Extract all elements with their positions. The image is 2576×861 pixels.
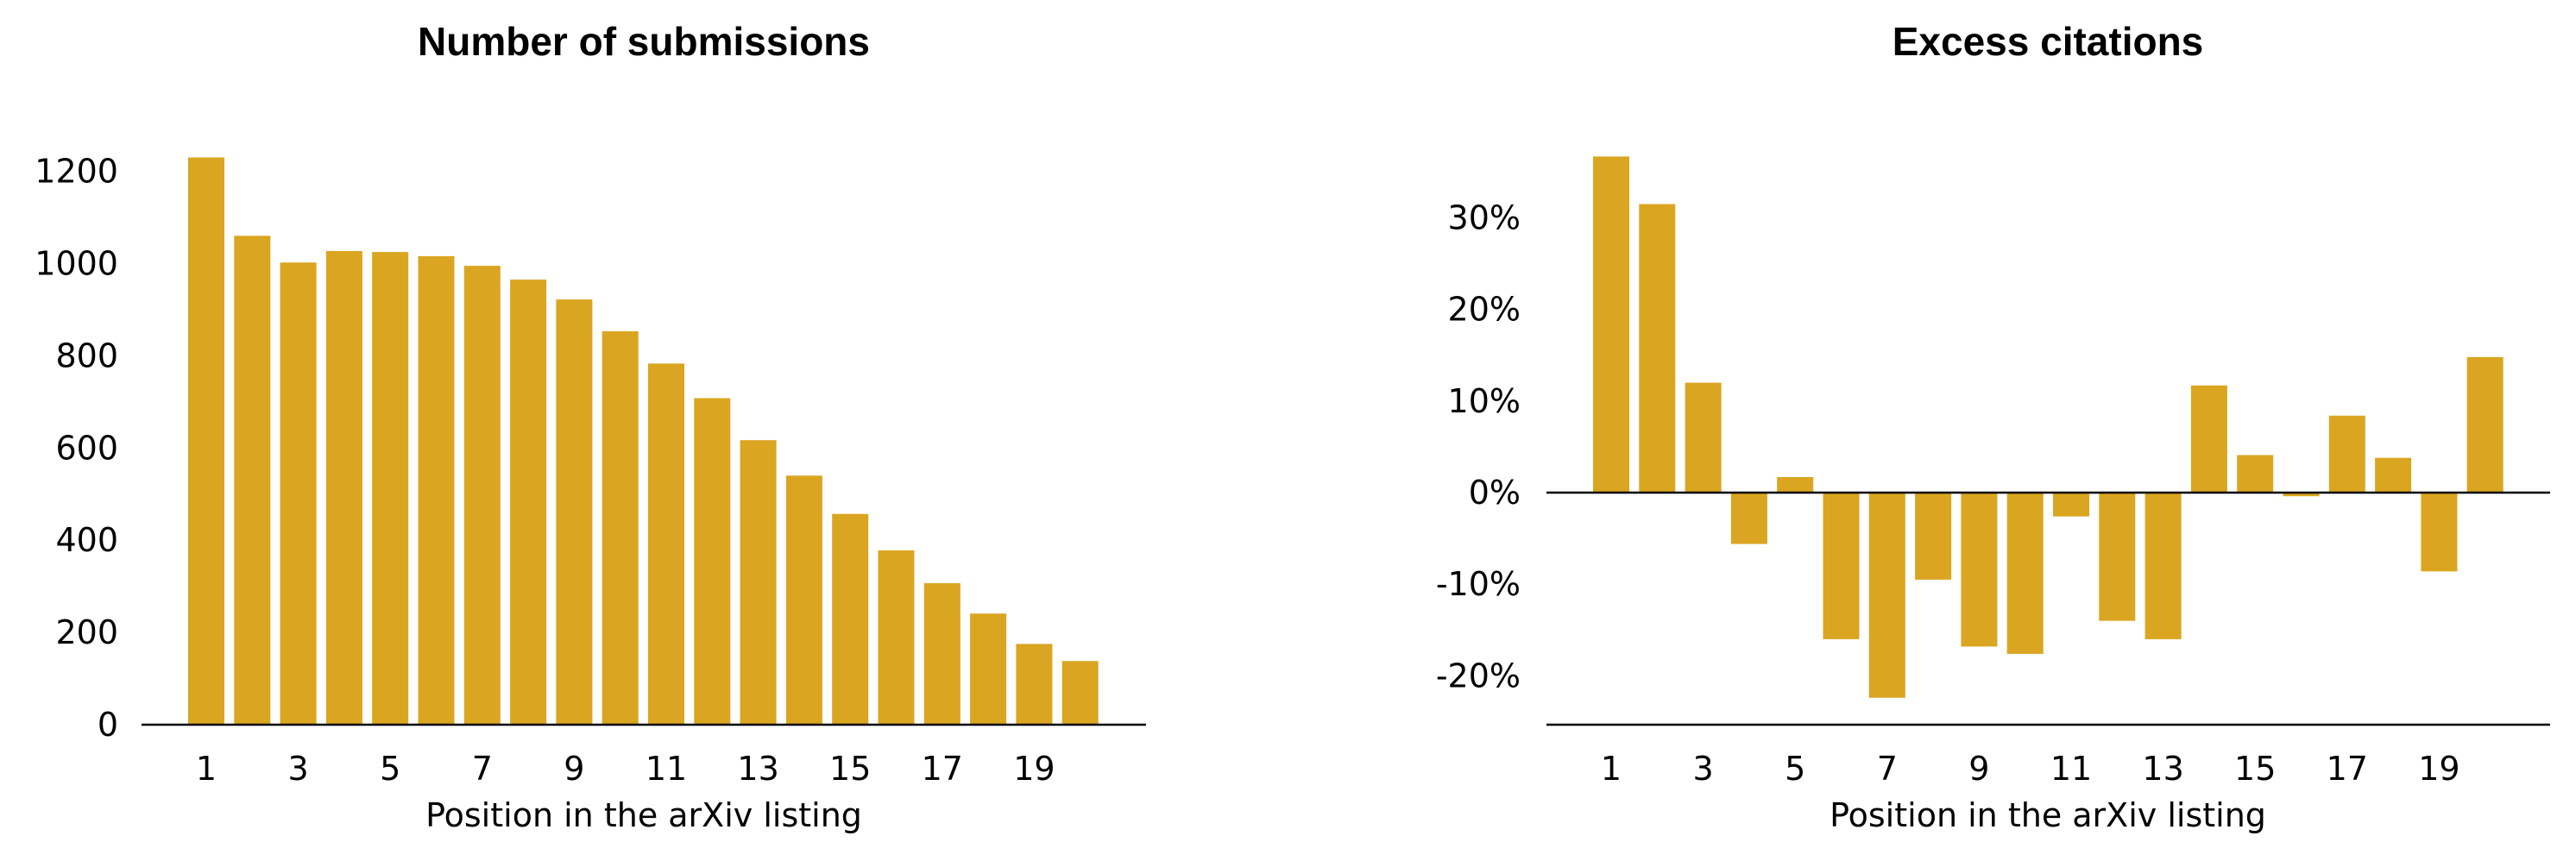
- y-tick-label: 1200: [35, 153, 118, 191]
- x-tick-label: 3: [288, 750, 309, 788]
- submissions-chart: Number of submissions 0 200 400 600 800 1000 1…: [35, 19, 1146, 834]
- bar-6: [418, 255, 455, 725]
- x-tick-label: 13: [2142, 750, 2183, 788]
- x-tick-label: 1: [196, 750, 217, 788]
- bar-2: [1639, 204, 1676, 493]
- bar-8: [510, 280, 547, 726]
- x-tick-label: 17: [922, 750, 963, 788]
- x-axis-label: Position in the arXiv listing: [1830, 796, 2266, 834]
- x-tick-label: 9: [564, 750, 584, 788]
- bar-6: [1823, 493, 1860, 639]
- y-tick-label: 600: [55, 429, 118, 467]
- x-tick-label: 19: [1013, 750, 1055, 788]
- x-axis-label: Position in the arXiv listing: [425, 796, 862, 834]
- bar-11: [2053, 493, 2089, 517]
- bar-3: [280, 262, 317, 725]
- y-tick-label: -20%: [1436, 657, 1521, 694]
- x-tick-label: 5: [380, 750, 400, 788]
- bars: [1593, 156, 2504, 698]
- y-tick-labels: 0 200 400 600 800 1000 1200: [35, 153, 118, 745]
- bar-13: [740, 440, 777, 725]
- x-tick-label: 3: [1693, 750, 1714, 788]
- bar-12: [2099, 493, 2136, 621]
- bar-9: [556, 299, 593, 725]
- bar-16: [878, 550, 915, 725]
- bar-14: [2190, 385, 2227, 493]
- bar-12: [694, 398, 731, 725]
- x-tick-label: 5: [1785, 750, 1805, 788]
- bar-4: [1730, 493, 1767, 544]
- x-tick-label: 15: [829, 750, 871, 788]
- chart-title: Excess citations: [1893, 19, 2204, 64]
- y-tick-label: 1000: [35, 244, 118, 282]
- x-tick-label: 11: [2050, 750, 2092, 788]
- x-tick-label: 17: [2327, 750, 2368, 788]
- bar-19: [1016, 644, 1053, 725]
- bar-11: [648, 363, 684, 725]
- bar-16: [2283, 493, 2320, 497]
- y-tick-label: 30%: [1448, 199, 1521, 237]
- bar-20: [1061, 661, 1099, 725]
- bar-8: [1915, 493, 1952, 580]
- chart-title: Number of submissions: [418, 19, 870, 64]
- bar-7: [463, 266, 501, 726]
- bar-15: [832, 513, 869, 725]
- bar-20: [2466, 356, 2504, 493]
- y-tick-label: 200: [55, 613, 118, 651]
- x-tick-label: 19: [2418, 750, 2459, 788]
- bar-17: [2328, 415, 2365, 493]
- bar-15: [2237, 455, 2274, 493]
- bar-14: [785, 475, 822, 725]
- bar-18: [970, 613, 1007, 725]
- bar-5: [1777, 477, 1814, 493]
- x-tick-label: 7: [1877, 750, 1898, 788]
- bar-19: [2421, 493, 2458, 572]
- x-tick-label: 11: [646, 750, 687, 788]
- x-tick-labels: 1 3 5 7 9 11 13 15 17 19: [196, 750, 1055, 788]
- x-tick-label: 9: [1968, 750, 1989, 788]
- bar-2: [234, 236, 271, 725]
- bar-10: [601, 331, 639, 725]
- bars: [188, 157, 1099, 726]
- bar-17: [923, 582, 960, 725]
- y-tick-label: -10%: [1436, 565, 1521, 603]
- bar-5: [372, 252, 409, 726]
- y-tick-label: 10%: [1448, 382, 1521, 420]
- bar-4: [325, 251, 362, 725]
- bar-10: [2006, 493, 2044, 654]
- x-tick-label: 15: [2234, 750, 2276, 788]
- bar-7: [1868, 493, 1905, 698]
- bar-13: [2145, 493, 2182, 639]
- bar-3: [1685, 382, 1722, 493]
- x-tick-label: 7: [472, 750, 493, 788]
- bar-9: [1961, 493, 1998, 647]
- bar-1: [1593, 156, 1629, 493]
- bar-1: [188, 157, 224, 725]
- x-tick-label: 13: [737, 750, 778, 788]
- x-tick-labels: 1 3 5 7 9 11 13 15 17 19: [1601, 750, 2460, 788]
- y-tick-label: 800: [55, 336, 118, 374]
- y-tick-label: 20%: [1448, 291, 1521, 329]
- bar-18: [2375, 457, 2412, 493]
- y-tick-label: 0%: [1469, 474, 1521, 512]
- x-tick-label: 1: [1601, 750, 1622, 788]
- y-tick-label: 0: [98, 706, 118, 744]
- y-tick-labels: -20% -10% 0% 10% 20% 30%: [1436, 199, 1521, 695]
- y-tick-label: 400: [55, 521, 118, 559]
